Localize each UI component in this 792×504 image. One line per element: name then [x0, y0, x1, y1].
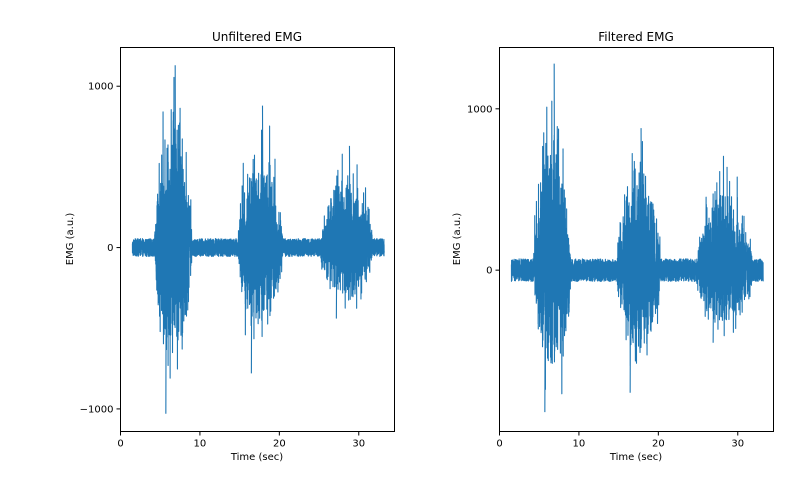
- unfiltered-emg-chart: Unfiltered EMG 0 10 20 30 −1000 0 1000 Time (…: [65, 30, 395, 463]
- chart-title: Unfiltered EMG: [212, 30, 302, 44]
- axes-frame: [499, 47, 774, 432]
- x-tick-label: 20: [652, 439, 665, 450]
- x-tick-label: 20: [273, 439, 286, 450]
- emg-signal-line: [510, 63, 764, 413]
- y-tick-label: 0: [486, 266, 492, 277]
- x-tick-label: 30: [731, 439, 744, 450]
- y-tick-label: 1000: [88, 82, 113, 93]
- filtered-emg-chart: Filtered EMG 0 10 20 30 0 1000 Time (sec) EM…: [452, 30, 774, 463]
- x-tick-label: 10: [194, 439, 207, 450]
- y-axis-label: EMG (a.u.): [452, 213, 463, 266]
- x-axis: 0 10 20 30: [117, 431, 365, 450]
- x-tick-label: 10: [573, 439, 586, 450]
- y-axis-label: EMG (a.u.): [65, 213, 76, 266]
- x-tick-label: 0: [496, 439, 502, 450]
- plot-area: [131, 65, 385, 414]
- y-axis: 0 1000: [467, 104, 500, 277]
- x-axis: 0 10 20 30: [496, 431, 744, 450]
- plot-area: [510, 63, 764, 413]
- y-tick-label: 1000: [467, 104, 492, 115]
- x-axis-label: Time (sec): [609, 452, 662, 463]
- x-axis-label: Time (sec): [230, 452, 283, 463]
- y-axis: −1000 0 1000: [80, 82, 121, 415]
- y-tick-label: −1000: [80, 404, 114, 415]
- y-tick-label: 0: [107, 243, 113, 254]
- x-tick-label: 30: [352, 439, 365, 450]
- chart-title: Filtered EMG: [598, 30, 674, 44]
- x-tick-label: 0: [117, 439, 123, 450]
- emg-signal-line: [131, 65, 385, 414]
- axes-frame: [120, 47, 395, 432]
